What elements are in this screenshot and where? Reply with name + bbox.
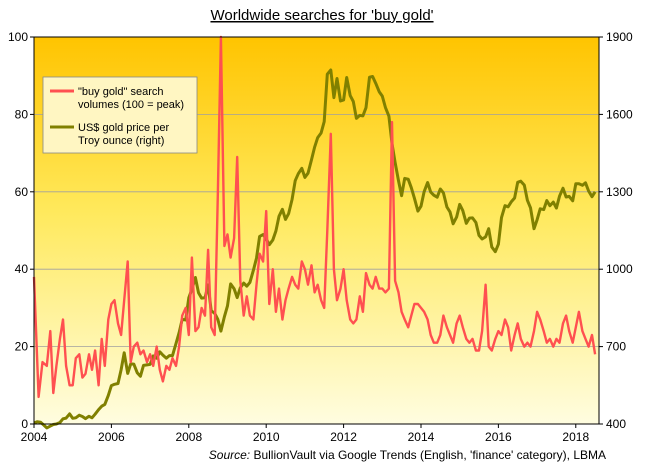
x-tick-label: 2006	[98, 430, 125, 444]
y-right-tick-label: 400	[606, 417, 626, 431]
series-line-search	[32, 35, 597, 399]
y-left-tick-label: 20	[15, 340, 29, 354]
legend-label-search-line2: volumes (100 = peak)	[78, 99, 184, 111]
y-left-tick-label: 60	[15, 185, 29, 199]
y-left-tick-label: 80	[15, 107, 29, 121]
source-text: BullionVault via Google Trends (English,…	[250, 448, 606, 462]
x-tick-label: 2004	[21, 430, 48, 444]
chart-title: Worldwide searches for 'buy gold'	[210, 7, 433, 24]
x-axis: 2004 2006 2008 2010 2012 2014 2016 2018	[21, 424, 589, 444]
x-tick-label: 2014	[408, 430, 435, 444]
y-right-tick-label: 700	[606, 340, 626, 354]
y-left-tick-label: 40	[15, 262, 29, 276]
y-axis-left: 0 20 40 60 80 100	[8, 30, 34, 431]
y-right-tick-label: 1300	[606, 185, 633, 199]
x-tick-label: 2010	[253, 430, 280, 444]
x-tick-label: 2018	[562, 430, 589, 444]
y-right-tick-label: 1000	[606, 262, 633, 276]
y-left-tick-label: 100	[8, 30, 28, 44]
x-tick-label: 2016	[485, 430, 512, 444]
source-note: Source: BullionVault via Google Trends (…	[209, 448, 606, 462]
x-tick-label: 2008	[175, 430, 202, 444]
series-layer	[32, 35, 597, 430]
source-label: Source:	[209, 448, 250, 462]
plot-frame	[33, 36, 600, 425]
y-right-tick-label: 1900	[606, 30, 633, 44]
y-right-tick-label: 1600	[606, 107, 633, 121]
y-left-tick-label: 0	[21, 417, 28, 431]
legend-label-search-line1: "buy gold" search	[78, 86, 163, 98]
series-line-gold	[33, 68, 597, 430]
y-axis-right: 400 700 1000 1300 1600 1900	[599, 30, 633, 431]
legend-label-gold-line2: Troy ounce (right)	[78, 135, 164, 147]
legend-label-gold-line1: US$ gold price per	[78, 122, 169, 134]
x-tick-label: 2012	[330, 430, 357, 444]
legend: "buy gold" search volumes (100 = peak) U…	[42, 76, 198, 154]
